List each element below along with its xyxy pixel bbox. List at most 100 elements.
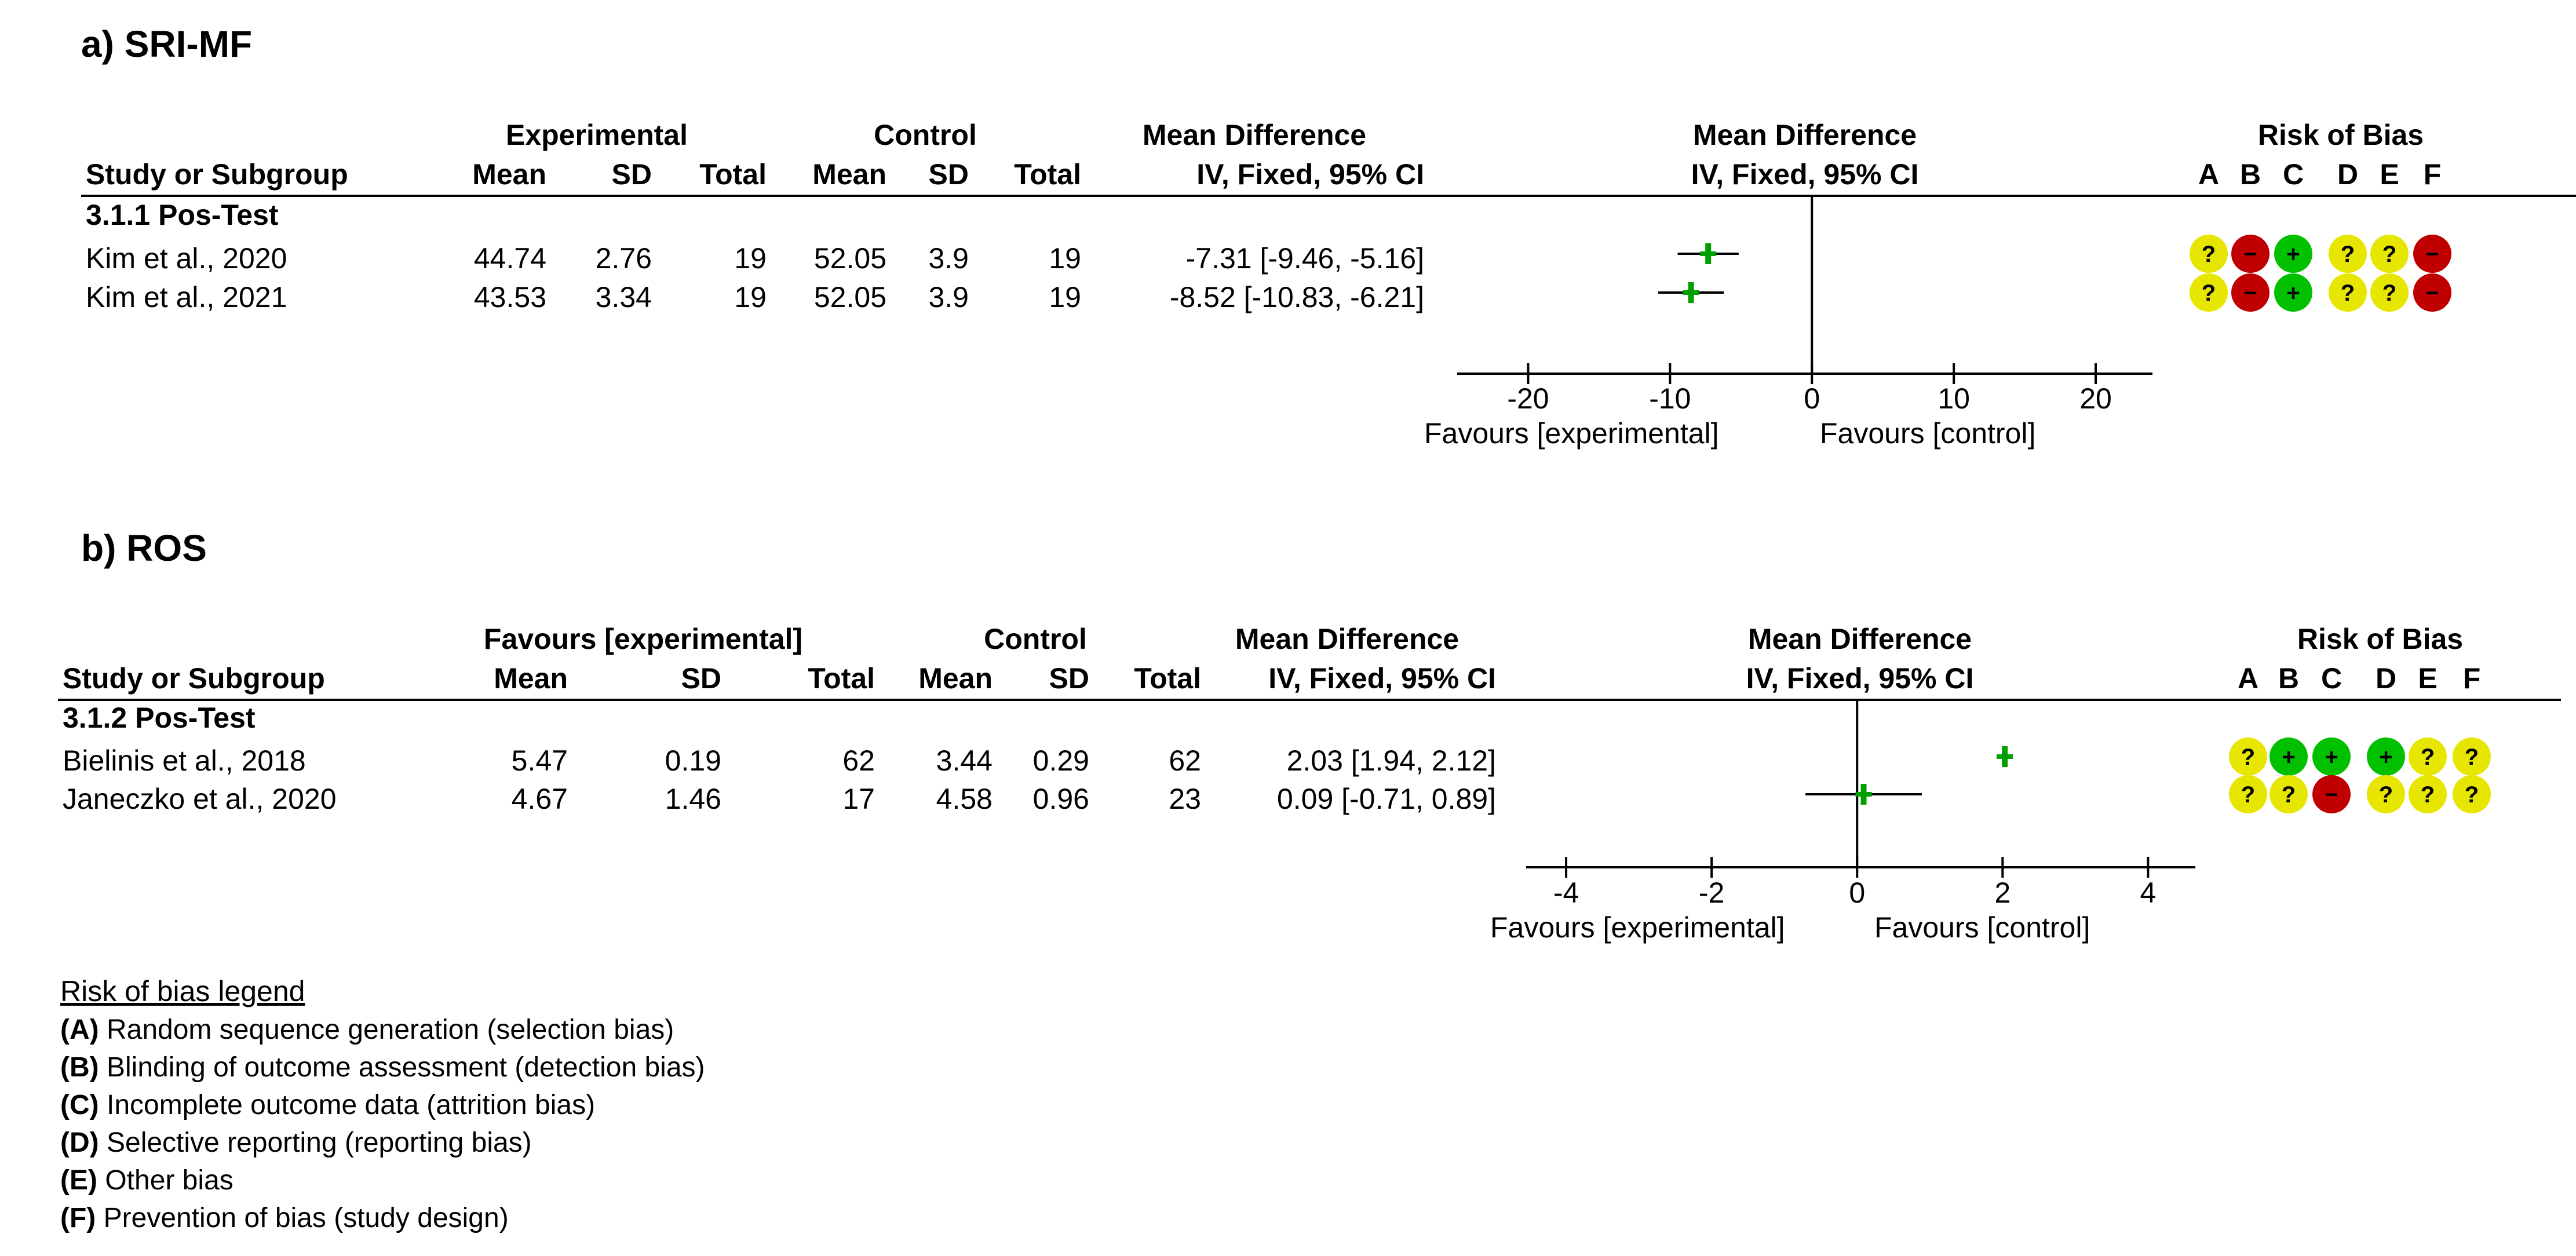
risk-of-bias-unclear-icon [2190,235,2228,273]
mean-difference-ci: 2.03 [1.94, 2.12] [1287,744,1496,777]
risk-of-bias-glyph: ? [2202,280,2216,306]
panel-a-header-study: Study or Subgroup [86,158,348,191]
experimental-mean: 44.74 [474,242,546,275]
panel-b-header-effect: Mean Difference [1235,623,1459,655]
x-axis-tick-label: 20 [2079,382,2112,415]
legend-item-text: Selective reporting (reporting bias) [99,1127,532,1158]
risk-of-bias-glyph: ? [2382,242,2396,267]
legend-item: (B) Blinding of outcome assessment (dete… [60,1052,705,1083]
experimental-sd: 3.34 [596,281,652,313]
risk-of-bias-glyph: − [2325,782,2338,808]
panel-a-header-sd2: SD [929,158,969,191]
legend-item-key: (F) [60,1203,96,1233]
risk-of-bias-glyph: + [2286,242,2300,267]
panel-b-header-plot: Mean Difference [1748,623,1972,655]
risk-of-bias-low-icon [2274,235,2312,273]
panel-a-header-total2: Total [1014,158,1081,191]
risk-of-bias-glyph: ? [2465,782,2479,808]
panel-b-header-total1: Total [808,662,875,695]
x-axis-tick-label: -2 [1699,877,1724,909]
risk-of-bias-glyph: ? [2379,782,2393,808]
control-mean: 4.58 [936,783,993,815]
risk-of-bias-low-icon [2269,737,2308,776]
risk-of-bias-glyph: ? [2421,782,2435,808]
risk-of-bias-unclear-icon [2229,775,2267,813]
control-mean: 52.05 [814,281,886,313]
panel-b-header-plot-sub: IV, Fixed, 95% CI [1746,662,1974,695]
risk-of-bias-low-icon [2274,273,2312,312]
risk-of-bias-glyph: + [2282,744,2295,770]
panel-b-rob-letter-a: A [2238,662,2258,695]
panel-a-header-group2: Control [874,119,977,151]
panel-b-header-rob: Risk of Bias [2297,623,2463,655]
risk-of-bias-glyph: + [2379,744,2392,770]
risk-of-bias-glyph: ? [2241,782,2255,808]
mean-difference-ci: 0.09 [-0.71, 0.89] [1277,783,1496,815]
risk-of-bias-glyph: + [2286,280,2300,306]
x-axis-tick-label: -4 [1553,877,1579,909]
risk-of-bias-legend: Risk of bias legend (A) Random sequence … [60,975,705,1233]
legend-item-text: Random sequence generation (selection bi… [99,1014,674,1045]
x-axis-tick-label: 0 [1804,382,1820,415]
panel-a-title: a) SRI-MF [81,23,252,65]
experimental-total: 17 [842,783,875,815]
risk-of-bias-unclear-icon [2370,235,2409,273]
risk-of-bias-glyph: + [2325,744,2338,770]
experimental-total: 19 [734,281,767,313]
risk-of-bias-high-icon [2413,235,2451,273]
legend-item-text: Incomplete outcome data (attrition bias) [99,1090,595,1120]
panel-b-forest-plot: -4 -2 0 2 4 [1526,701,2195,909]
panel-a-risk-of-bias: ? − +?? −? − +?? − [2190,235,2451,312]
risk-of-bias-high-icon [2231,273,2269,312]
panel-b-favours-right: Favours [control] [1874,911,2090,944]
panel-a-header-plot-sub: IV, Fixed, 95% CI [1691,158,1919,191]
control-sd: 3.9 [928,242,969,275]
panel-b-header-effect-sub: IV, Fixed, 95% CI [1268,662,1496,695]
mean-difference-ci: -8.52 [-10.83, -6.21] [1170,281,1424,313]
panel-b-header-group1: Favours [experimental] [484,623,802,655]
x-axis-tick-label: 2 [1994,877,2011,909]
risk-of-bias-unclear-icon [2409,737,2447,776]
experimental-sd: 1.46 [665,783,721,815]
panel-a-header-group1: Experimental [506,119,688,151]
legend-item-key: (D) [60,1127,99,1158]
panel-b-rob-letter-e: E [2418,662,2437,695]
study-name: Kim et al., 2020 [86,242,287,275]
panel-b-header-group2: Control [984,623,1087,655]
x-axis-tick-label: 0 [1849,877,1865,909]
risk-of-bias-high-icon [2413,273,2451,312]
panel-b-title: b) ROS [81,527,207,569]
risk-of-bias-glyph: ? [2382,280,2396,306]
risk-of-bias-glyph: ? [2421,744,2435,770]
panel-b-subgroup: 3.1.2 Pos-Test [63,702,256,734]
legend-item-key: (E) [60,1165,97,1196]
legend-item: (C) Incomplete outcome data (attrition b… [60,1090,595,1120]
panel-b-header-study: Study or Subgroup [63,662,325,695]
panel-a-rob-letter-a: A [2198,158,2219,191]
risk-of-bias-glyph: − [2243,280,2257,306]
panel-a: a) SRI-MF Experimental Control Mean Diff… [81,23,2576,450]
x-axis-tick-label: -20 [1507,382,1549,415]
panel-b-header-mean1: Mean [494,662,568,695]
study-name: Janeczko et al., 2020 [63,783,337,815]
panel-a-header-mean2: Mean [812,158,886,191]
risk-of-bias-unclear-icon [2329,235,2367,273]
risk-of-bias-glyph: ? [2202,242,2216,267]
experimental-mean: 4.67 [512,783,568,815]
panel-a-header-effect: Mean Difference [1143,119,1366,151]
panel-b-risk-of-bias: ? + + +???? −??? [2229,737,2491,813]
panel-b-rob-letter-f: F [2463,662,2481,695]
study-name: Bielinis et al., 2018 [63,744,306,777]
panel-b-rob-letter-b: B [2278,662,2299,695]
control-total: 19 [1049,242,1081,275]
panel-b-header-sd1: SD [681,662,721,695]
panel-b-header-total2: Total [1134,662,1201,695]
panel-a-rob-letter-b: B [2240,158,2261,191]
experimental-total: 19 [734,242,767,275]
point-estimate-marker [1997,754,2013,759]
panel-a-header-rob: Risk of Bias [2258,119,2424,151]
panel-a-forest-plot: -20 -10 0 10 20 [1457,197,2152,415]
panel-a-header-mean1: Mean [472,158,546,191]
risk-of-bias-glyph: − [2425,242,2439,267]
panel-b-rob-letter-c: C [2321,662,2342,695]
